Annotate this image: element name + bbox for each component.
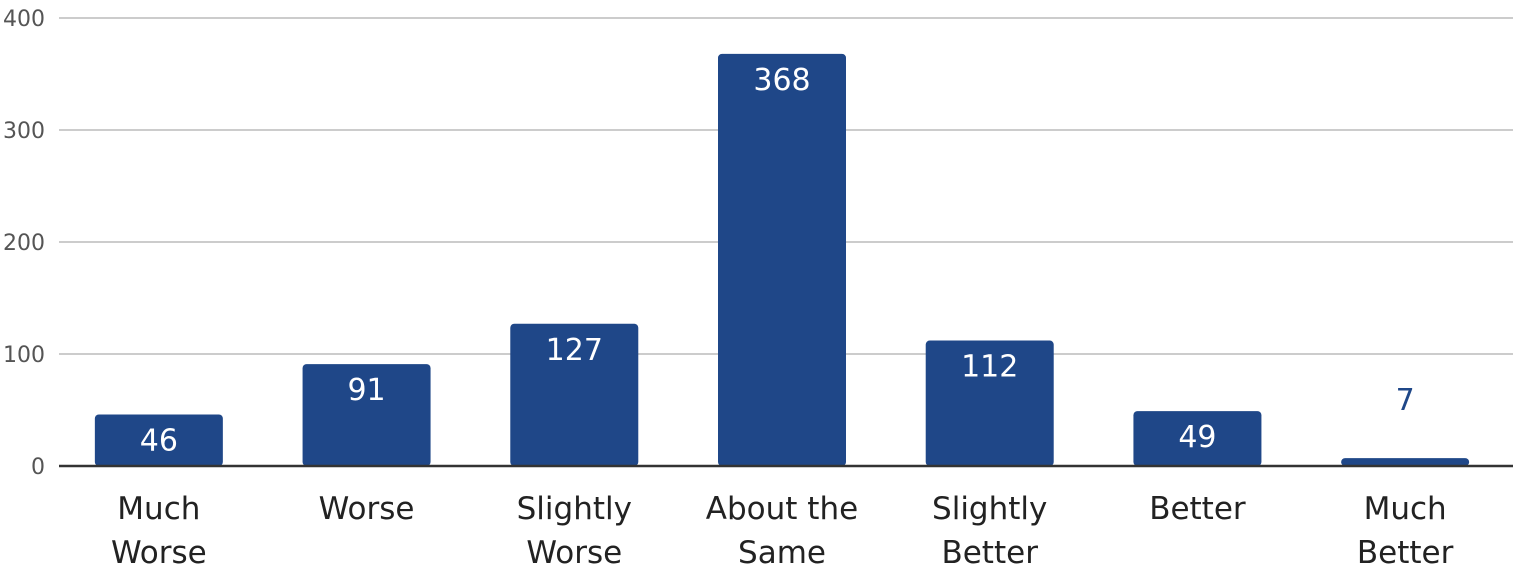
x-category-label: Much [117,491,200,527]
y-tick-label: 200 [3,231,45,256]
data-label: 127 [546,333,603,368]
x-category-label: Slightly [932,491,1047,527]
bar [510,323,639,466]
y-tick-label: 100 [3,343,45,368]
bar [302,364,431,466]
x-category-label: Better [1357,535,1454,571]
y-tick-label: 0 [31,455,45,480]
x-category-label: Worse [526,535,622,571]
data-label: 49 [1178,420,1216,455]
x-category-label: Much [1364,491,1447,527]
data-label: 7 [1396,383,1415,418]
data-label: 368 [753,63,810,98]
x-category-label: About the [706,491,858,527]
data-label: 46 [140,423,178,458]
x-category-label: Same [738,535,826,571]
x-category-label: Better [941,535,1038,571]
bar [94,414,223,466]
x-category-label: Slightly [517,491,632,527]
data-label: 112 [961,350,1018,385]
y-tick-label: 400 [3,7,45,32]
y-tick-label: 300 [3,119,45,144]
bar [718,53,846,467]
bar [925,340,1054,466]
x-category-label: Worse [319,491,415,527]
bar [1133,411,1262,466]
x-category-label: Better [1149,491,1246,527]
data-label: 91 [347,373,385,408]
bar [1341,458,1470,466]
x-category-label: Worse [111,535,207,571]
